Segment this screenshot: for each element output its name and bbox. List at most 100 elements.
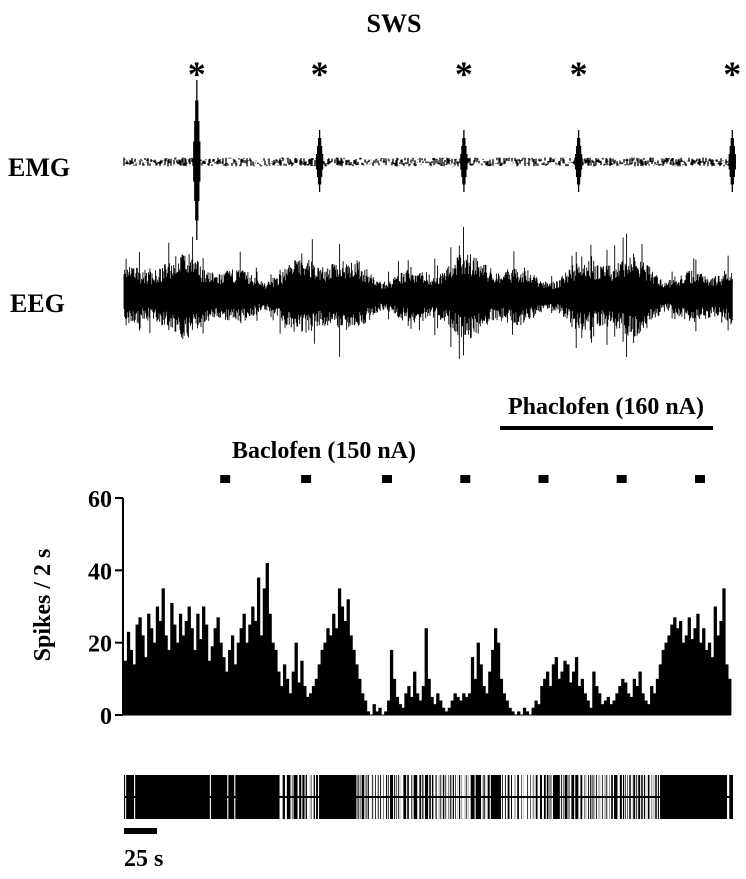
histogram-bar <box>268 613 272 715</box>
histogram-bar <box>447 707 452 715</box>
sws-marker: * <box>455 54 473 94</box>
histogram-bar <box>158 620 162 715</box>
histogram-bar <box>531 707 535 715</box>
histogram-bar <box>138 617 142 715</box>
histogram-bar <box>722 588 726 715</box>
baclofen-pulse <box>382 475 392 483</box>
histogram-bar <box>132 664 136 715</box>
histogram-bar <box>317 664 321 715</box>
histogram-bar <box>187 606 191 715</box>
histogram-bar <box>213 628 217 715</box>
histogram-bar <box>638 671 642 715</box>
histogram-bar <box>233 664 238 715</box>
histogram-bar <box>574 657 579 715</box>
histogram-bar <box>135 624 139 715</box>
histogram-bar <box>485 693 489 715</box>
baclofen-pulse <box>220 475 231 483</box>
histogram-bar <box>459 700 463 715</box>
histogram-bar <box>609 704 613 715</box>
histogram-bar <box>314 678 319 715</box>
sws-marker: * <box>188 54 206 94</box>
histogram-bar <box>285 678 290 715</box>
histogram-bar <box>320 649 324 715</box>
histogram-bar <box>404 693 408 715</box>
histogram-bar <box>566 664 570 715</box>
histogram-bar <box>522 707 527 715</box>
histogram-bar <box>210 646 214 715</box>
sws-marker: * <box>570 54 588 94</box>
histogram-bar <box>311 686 316 715</box>
emg-trace <box>123 80 736 240</box>
histogram-bar <box>725 664 729 715</box>
histogram-bar <box>288 693 293 715</box>
histogram-bar <box>363 700 368 715</box>
histogram-bar <box>178 613 183 715</box>
histogram-bar <box>228 649 232 715</box>
histogram-bar <box>190 628 194 715</box>
histogram-bar <box>635 686 639 715</box>
eeg-label: EEG <box>10 289 65 318</box>
histogram-bar <box>465 696 469 715</box>
histogram-bar <box>256 577 261 715</box>
histogram-bar <box>652 693 657 715</box>
histogram-bar <box>583 693 587 715</box>
histogram-bar <box>577 686 582 715</box>
histogram-bar <box>280 686 284 715</box>
histogram-bar <box>184 620 188 715</box>
histogram-bar <box>589 707 593 715</box>
histogram-bar <box>395 696 399 715</box>
histogram-bar <box>493 628 498 715</box>
histogram-bar <box>282 664 287 715</box>
histogram-bar <box>684 635 689 715</box>
histogram-bar <box>262 588 267 715</box>
histogram-bar <box>702 628 706 715</box>
baclofen-pulse <box>301 475 312 483</box>
histogram-bar <box>277 671 281 715</box>
histogram-bar <box>361 693 365 715</box>
y-tick-label: 40 <box>88 559 112 585</box>
histogram-bar <box>326 628 330 715</box>
phaclofen-bar <box>500 426 713 430</box>
histogram-bar <box>216 617 220 715</box>
histogram-bar <box>462 693 466 715</box>
histogram-bar <box>540 686 544 715</box>
baclofen-pulse <box>695 475 705 483</box>
histogram-bar <box>196 613 200 715</box>
y-ticks: 0 20 40 60 <box>88 487 123 730</box>
histogram-bar <box>664 642 668 715</box>
histogram-bar <box>421 686 426 715</box>
histogram-bar <box>670 624 674 715</box>
histogram-bar <box>219 642 223 715</box>
emg-label: EMG <box>8 153 70 182</box>
histogram-bar <box>650 686 654 715</box>
histogram-bar <box>335 628 339 715</box>
histogram-bar <box>687 617 691 715</box>
histogram-bar <box>358 678 362 715</box>
histogram-bar <box>239 628 243 715</box>
histogram-bar <box>407 686 411 715</box>
baclofen-pulses <box>220 475 705 483</box>
baclofen-pulse <box>460 475 471 483</box>
histogram-bar <box>641 693 645 715</box>
histogram-bar <box>297 682 301 715</box>
histogram-bar <box>384 711 388 715</box>
histogram-bar <box>693 628 697 715</box>
histogram-bar <box>450 700 454 715</box>
histogram-bar <box>124 660 128 715</box>
histogram-bar <box>265 563 269 715</box>
histogram-bar <box>343 620 347 715</box>
histogram-bar <box>439 700 443 715</box>
histogram-bar <box>673 617 677 715</box>
histogram-bar <box>560 671 564 715</box>
histogram-bar <box>502 693 506 715</box>
eeg-trace <box>123 226 733 359</box>
histogram-bar <box>398 704 402 715</box>
histogram-bar <box>595 686 599 715</box>
histogram-bar <box>696 613 700 715</box>
histogram-bar <box>441 707 446 715</box>
histogram-bar <box>479 664 483 715</box>
histogram-bar <box>716 635 720 715</box>
histogram-bar <box>517 711 521 715</box>
histogram-bar <box>606 696 610 715</box>
